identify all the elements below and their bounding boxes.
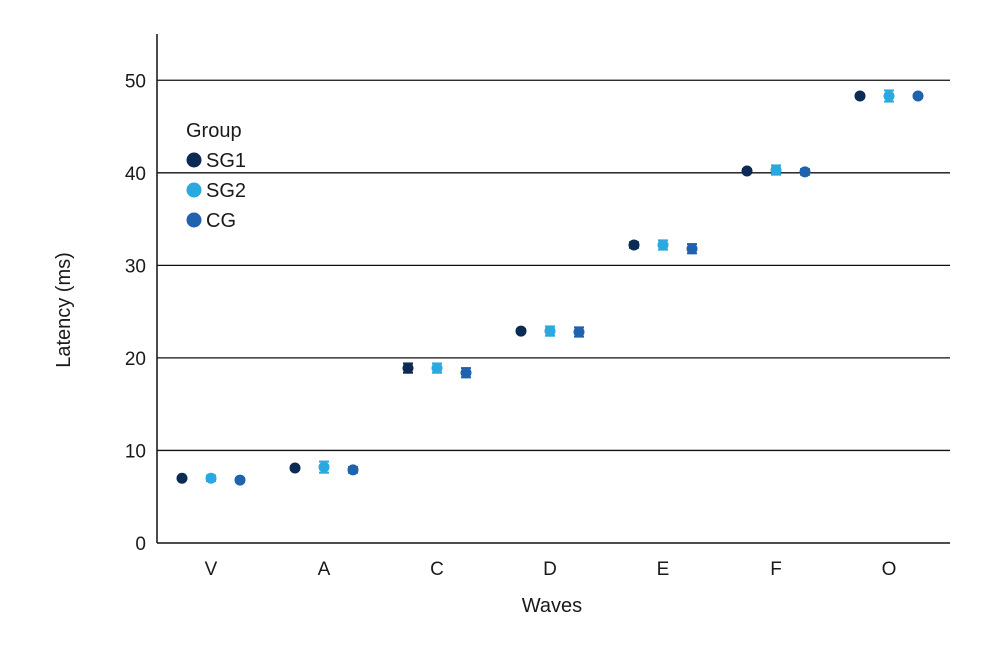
legend-marker-SG2	[186, 182, 202, 198]
point-SG1-E	[628, 239, 640, 251]
point-CG-O	[912, 90, 924, 102]
legend-label-SG2: SG2	[206, 180, 246, 202]
y-tick-label-50: 50	[125, 71, 146, 92]
legend-label-CG: CG	[206, 210, 236, 232]
data-points	[176, 89, 924, 486]
y-axis-title: Latency (ms)	[53, 252, 75, 368]
x-tick-label-O: O	[882, 559, 897, 580]
point-CG-F	[799, 166, 811, 178]
x-tick-label-A: A	[318, 559, 331, 580]
point-SG2-A	[318, 461, 330, 473]
axes	[156, 34, 950, 544]
legend-items: SG1 SG2 CG	[186, 150, 246, 232]
point-SG2-O	[883, 90, 895, 102]
point-CG-E	[686, 243, 698, 255]
x-tick-label-D: D	[543, 559, 557, 580]
point-SG1-D	[515, 325, 527, 337]
x-tick-label-C: C	[430, 559, 444, 580]
point-SG2-D	[544, 325, 556, 337]
point-SG2-E	[657, 239, 669, 251]
legend-marker-SG1	[186, 152, 202, 168]
x-axis-title: Waves	[522, 595, 582, 617]
point-SG1-A	[289, 462, 301, 474]
gridlines	[157, 79, 950, 452]
point-CG-C	[460, 367, 472, 379]
y-tick-label-10: 10	[125, 441, 146, 462]
point-SG1-O	[854, 90, 866, 102]
y-tick-label-40: 40	[125, 164, 146, 185]
legend-title: Group	[186, 120, 242, 142]
y-tick-label-20: 20	[125, 349, 146, 370]
point-SG1-F	[741, 165, 753, 177]
point-SG1-V	[176, 472, 188, 484]
y-tick-label-0: 0	[135, 534, 146, 555]
point-CG-A	[347, 464, 359, 476]
legend-marker-CG	[186, 212, 202, 228]
legend-label-SG1: SG1	[206, 150, 246, 172]
y-tick-labels: 0 10 20 30 40 50	[125, 71, 146, 555]
legend: Group SG1 SG2 CG	[186, 120, 246, 232]
point-SG2-V	[205, 472, 217, 484]
point-CG-D	[573, 326, 585, 338]
point-SG1-C	[402, 362, 414, 374]
point-SG2-F	[770, 164, 782, 176]
point-SG2-C	[431, 362, 443, 374]
x-tick-label-F: F	[770, 559, 782, 580]
y-tick-label-30: 30	[125, 256, 146, 277]
x-tick-label-V: V	[205, 559, 218, 580]
x-tick-label-E: E	[657, 559, 670, 580]
point-CG-V	[234, 474, 246, 486]
